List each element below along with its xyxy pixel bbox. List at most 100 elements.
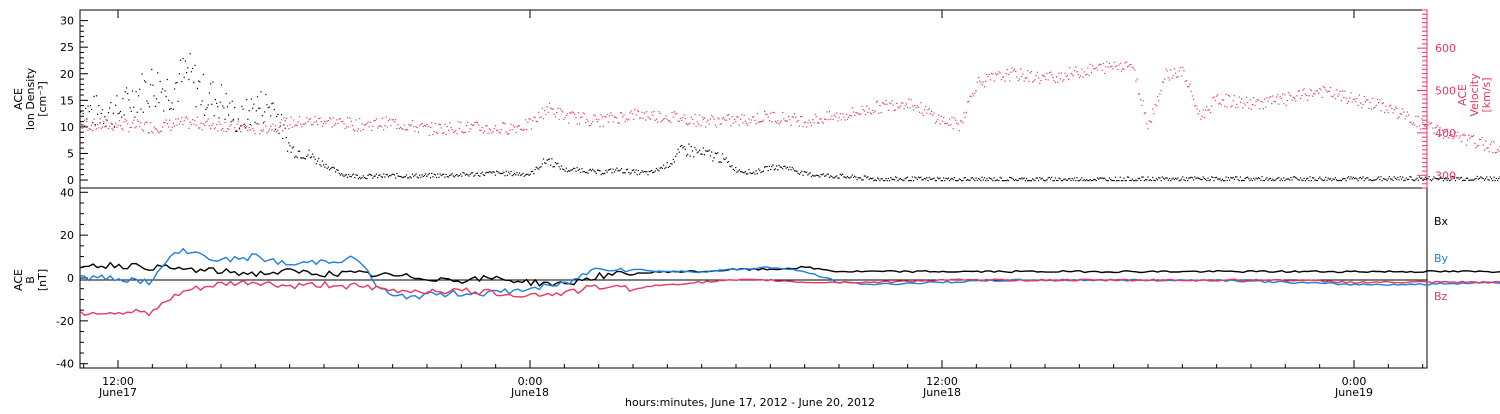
velocity-point [291, 126, 293, 128]
density-point [1492, 180, 1494, 182]
density-point [655, 167, 658, 170]
velocity-point [938, 114, 940, 116]
bottom-left-ylabel-line2: B [24, 276, 37, 284]
density-point [422, 175, 424, 178]
velocity-point [988, 74, 990, 76]
velocity-point [689, 122, 691, 124]
density-point [1182, 176, 1184, 178]
velocity-point [1116, 65, 1118, 67]
velocity-point [202, 123, 205, 125]
density-point [1173, 179, 1175, 181]
velocity-point [979, 80, 981, 82]
velocity-point [1434, 127, 1436, 129]
velocity-point [605, 116, 607, 118]
density-point [588, 169, 590, 171]
density-point [373, 175, 375, 177]
density-point [1176, 178, 1178, 180]
velocity-point [1100, 64, 1102, 66]
velocity-point [856, 112, 858, 114]
velocity-point [1496, 148, 1499, 151]
density-point [836, 175, 838, 177]
density-point [1290, 176, 1292, 179]
velocity-point [524, 119, 527, 121]
velocity-point [1219, 102, 1221, 104]
density-point [385, 173, 387, 176]
density-point [893, 179, 895, 181]
velocity-point [1084, 74, 1087, 76]
velocity-point [387, 120, 390, 122]
density-point [1387, 178, 1389, 180]
velocity-point [600, 114, 602, 116]
velocity-point [929, 113, 932, 115]
velocity-point [178, 123, 180, 125]
density-point [726, 161, 728, 163]
density-point [569, 170, 571, 172]
velocity-point [906, 106, 909, 109]
velocity-point [1498, 150, 1500, 152]
velocity-point [488, 128, 490, 130]
density-point [1220, 180, 1222, 182]
density-point [1126, 176, 1129, 178]
velocity-point [546, 106, 548, 108]
density-point [399, 175, 402, 178]
density-point [925, 178, 927, 180]
density-point [575, 170, 577, 172]
density-point [804, 171, 807, 173]
density-point [395, 177, 397, 179]
velocity-point [1465, 144, 1467, 146]
velocity-point [593, 114, 595, 116]
density-point [1488, 179, 1490, 181]
density-point [1035, 177, 1037, 179]
velocity-point [285, 117, 287, 119]
velocity-point [1168, 79, 1171, 81]
density-point [1088, 180, 1090, 182]
density-point [111, 123, 113, 125]
density-point [994, 180, 996, 182]
velocity-point [804, 121, 807, 123]
velocity-point [332, 117, 334, 119]
velocity-point [292, 119, 295, 121]
velocity-point [1349, 97, 1351, 99]
velocity-point [173, 125, 176, 127]
density-point [101, 109, 104, 111]
velocity-point [262, 129, 265, 131]
velocity-point [731, 116, 733, 118]
density-point [1075, 180, 1077, 182]
velocity-point [1226, 106, 1228, 108]
density-point [1023, 177, 1025, 179]
velocity-point [1298, 89, 1300, 92]
velocity-point [278, 126, 280, 129]
velocity-point [544, 109, 546, 112]
density-point [713, 157, 715, 159]
density-point [540, 166, 542, 168]
density-point [86, 118, 88, 120]
density-point [1119, 176, 1121, 178]
density-point [707, 150, 709, 152]
density-point [864, 175, 867, 177]
density-point [1012, 178, 1014, 181]
density-point [380, 176, 382, 178]
velocity-point [1122, 68, 1124, 70]
density-point [888, 180, 891, 182]
density-point [1477, 178, 1479, 180]
velocity-point [410, 124, 412, 126]
density-point [1134, 180, 1136, 182]
density-point [188, 78, 190, 81]
density-point [967, 179, 969, 181]
velocity-point [337, 122, 339, 125]
velocity-point [1331, 95, 1333, 97]
density-point [1274, 179, 1276, 181]
density-point [129, 107, 131, 109]
density-point [785, 167, 787, 169]
density-point [1311, 177, 1314, 179]
velocity-point [950, 124, 952, 126]
density-point [624, 172, 626, 174]
velocity-point [1478, 138, 1481, 140]
density-point [1295, 176, 1297, 179]
velocity-point [797, 120, 799, 122]
velocity-point [1017, 80, 1019, 82]
density-point [522, 172, 524, 175]
density-point [381, 176, 384, 178]
density-point [1469, 179, 1471, 181]
density-point [1054, 177, 1056, 179]
